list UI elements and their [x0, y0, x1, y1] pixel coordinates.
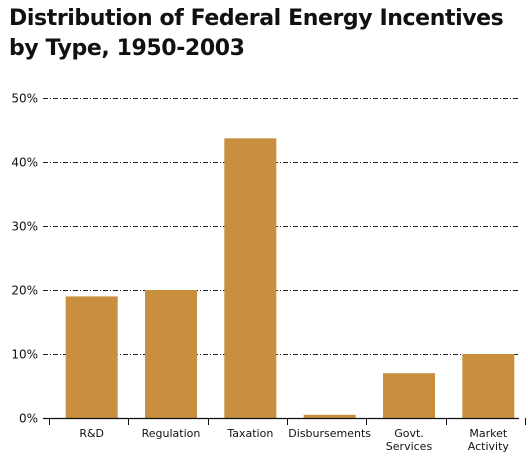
y-tick-label-0: 0% [19, 412, 38, 426]
x-tick-label-1: Regulation [142, 427, 201, 440]
x-tick-labels: R&D Regulation Taxation Disbursements Govt. S… [79, 427, 509, 453]
x-tick-label-3: Disbursements [288, 427, 371, 440]
bar-1 [145, 290, 197, 418]
bar-4 [383, 373, 435, 418]
chart-title: Distribution of Federal Energy Incentive… [9, 4, 519, 64]
y-tick-label-3: 30% [11, 220, 38, 234]
y-tick-labels: 0% 10% 20% 30% 40% 50% [11, 92, 38, 426]
bar-3 [303, 414, 356, 418]
gridlines [43, 98, 519, 355]
x-tick-label-5: Market Activity [468, 427, 510, 453]
chart-title-line-1: Distribution of Federal Energy Incentive… [9, 6, 504, 31]
x-tick-label-2: Taxation [226, 427, 273, 440]
x-axis [43, 417, 526, 425]
bars [65, 138, 515, 418]
x-tick-label-0: R&D [79, 427, 104, 440]
x-tick-label-4: Govt. Services [386, 427, 433, 453]
y-tick-label-2: 20% [11, 284, 38, 298]
y-tick-label-5: 50% [11, 92, 38, 106]
bar-0 [65, 296, 118, 418]
y-tick-label-1: 10% [11, 348, 38, 362]
y-tick-label-4: 40% [11, 156, 38, 170]
chart-title-line-2: by Type, 1950-2003 [9, 36, 245, 61]
bar-2 [224, 138, 277, 418]
bar-5 [462, 354, 515, 418]
